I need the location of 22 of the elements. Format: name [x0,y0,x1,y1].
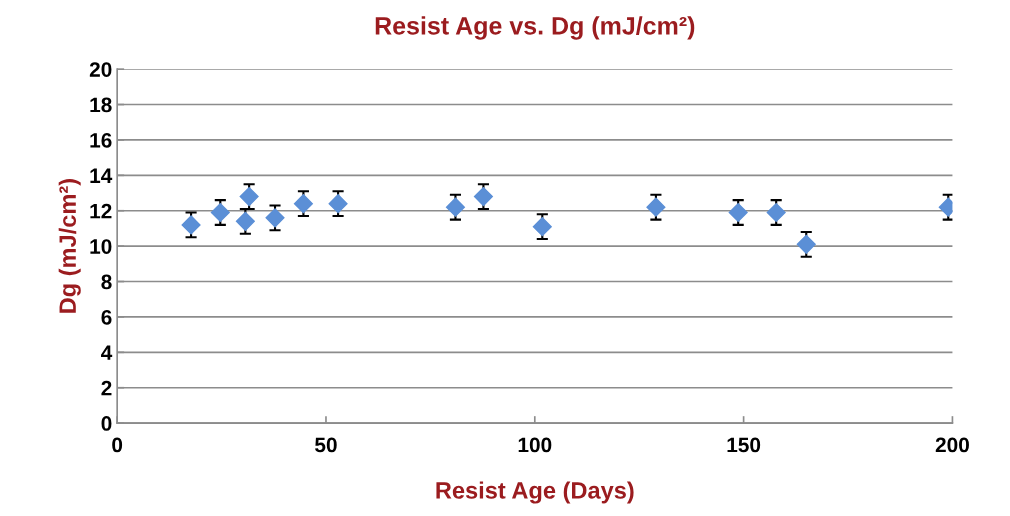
y-tick-label: 12 [90,203,112,219]
y-tick-label: 20 [89,62,112,77]
point [445,197,465,217]
x-tick-label: 200 [935,437,969,453]
y-tick-label: 6 [101,309,112,325]
y-tick-label: 16 [90,132,112,148]
y-tick-label: 4 [101,345,113,360]
x-tick-label: 100 [518,437,552,453]
chart-title: Resist Age vs. Dg (mJ/cm²) [375,16,695,40]
x-axis-title: Resist Age (Days) [436,481,634,504]
y-tick-label: 10 [90,239,112,254]
y-tick-label: 2 [101,380,112,396]
x-tick-label: 0 [112,437,123,453]
point [646,197,666,217]
y-axis-title: Dg (mJ/cm²) [58,179,81,313]
y-tick-label: 0 [101,416,112,431]
x-tick-label: 150 [727,437,761,453]
y-tick-label: 18 [90,97,112,113]
y-tick-label: 8 [101,274,112,290]
point [181,215,201,235]
y-tick-label: 14 [90,168,113,183]
x-tick-label: 50 [315,437,337,453]
